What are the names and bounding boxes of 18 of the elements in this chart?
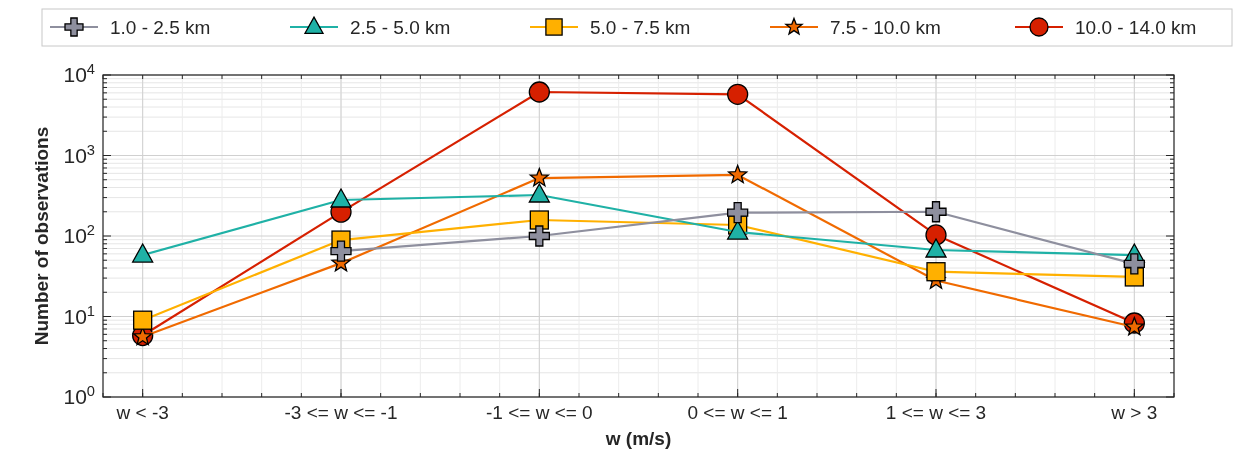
legend-label: 7.5 - 10.0 km [830,17,941,38]
x-tick-label: -1 <= w <= 0 [485,402,593,423]
y-tick-label: 10$^{0}$ [63,383,95,408]
x-tick-label: 0 <= w <= 1 [687,402,788,423]
y-tick-label: 10$^{2}$ [63,222,95,247]
y-tick-label: 10$^{3}$ [63,141,95,167]
x-tick-label: w < -3 [115,402,169,423]
y-axis-title: Number of observations [31,126,52,346]
legend-label: 10.0 - 14.0 km [1075,17,1197,38]
x-tick-label: 1 <= w <= 3 [885,402,987,423]
x-tick-label: -3 <= w <= -1 [284,402,398,423]
legend-label: 1.0 - 2.5 km [110,17,211,38]
y-tick-label: 10$^{4}$ [63,61,95,86]
x-tick-label: w > 3 [1110,402,1158,423]
x-axis-title: w (m/s) [604,428,672,449]
legend-label: 5.0 - 7.5 km [590,17,691,38]
y-tick-label: 10$^{1}$ [63,302,95,328]
legend-label: 2.5 - 5.0 km [350,17,451,38]
